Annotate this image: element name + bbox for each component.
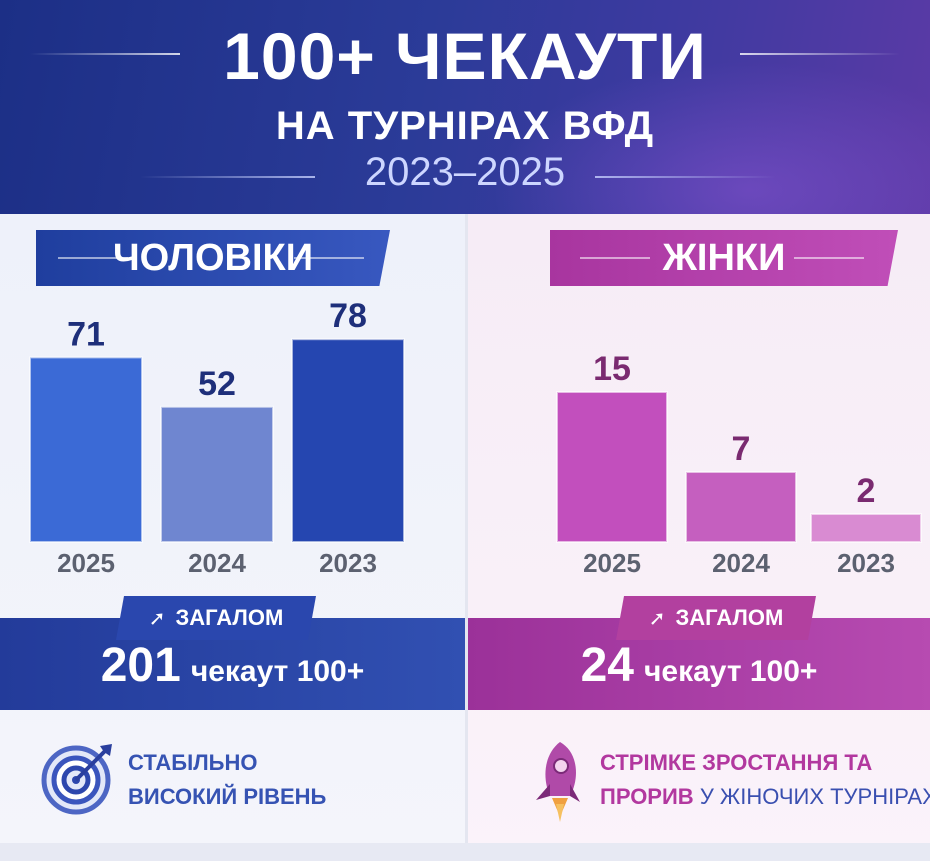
women-bar-2024 [685, 471, 797, 543]
arrow-up-icon: ➚ [148, 608, 166, 630]
decor-line [58, 257, 128, 259]
rocket-icon [536, 742, 580, 822]
women-note-text: СТРІМКЕ ЗРОСТАННЯ ТА ПРОРИВ У ЖІНОЧИХ ТУ… [600, 746, 930, 814]
men-panel: ЧОЛОВІКИ 71 2025 52 2024 78 2023 201 чекаут 10… [0, 214, 465, 861]
women-total-badge: ➚ ЗАГАЛОМ [616, 596, 816, 640]
women-total-number: 24 [580, 639, 634, 692]
arrow-up-icon: ➚ [648, 608, 666, 630]
women-ribbon: ЖІНКИ [550, 230, 898, 286]
women-bar-chart: 15 2025 7 2024 2 2023 [556, 350, 922, 578]
men-label: ЧОЛОВІКИ [112, 237, 314, 279]
bottom-strip [0, 843, 930, 861]
women-total-label: чекаут 100+ [643, 655, 818, 688]
men-total-label: чекаут 100+ [190, 655, 365, 688]
men-year-label-2023: 2023 [319, 548, 377, 578]
women-bar-value-2024: 7 [732, 430, 751, 468]
women-year-label-2024: 2024 [712, 548, 770, 578]
women-note-line2-rest: У ЖІНОЧИХ ТУРНІРАХ [699, 784, 930, 809]
decor-line [794, 257, 864, 259]
men-bar-2025 [29, 356, 143, 543]
women-panel: ЖІНКИ 15 2025 7 2024 2 2023 24 чекаут 100+ ➚ ЗА… [465, 214, 930, 861]
men-total-number: 201 [100, 639, 181, 692]
men-year-label-2025: 2025 [57, 548, 115, 578]
page-subtitle: НА ТУРНІРАХ ВФД [275, 104, 655, 148]
women-bar-value-2025: 15 [593, 350, 631, 388]
men-total: 201 чекаут 100+ [0, 638, 465, 693]
men-note-line1: СТАБІЛЬНО [128, 750, 258, 775]
men-bar-value-2023: 78 [329, 297, 367, 335]
women-bar-value-2023: 2 [857, 472, 876, 510]
decor-line [595, 176, 775, 178]
year-range: 2023–2025 [364, 150, 566, 194]
decor-line [140, 176, 315, 178]
women-badge-label: ЗАГАЛОМ [675, 605, 784, 630]
men-badge-label: ЗАГАЛОМ [175, 605, 284, 630]
women-year-label-2023: 2023 [837, 548, 895, 578]
men-bar-2023 [291, 338, 405, 543]
men-bar-2024 [160, 405, 274, 543]
women-note-line2-bold: ПРОРИВ [600, 784, 694, 809]
women-total: 24 чекаут 100+ [468, 638, 930, 693]
decor-line [30, 53, 180, 55]
women-bar-2023 [810, 513, 922, 543]
men-bar-value-2024: 52 [198, 365, 236, 403]
men-ribbon: ЧОЛОВІКИ [36, 230, 390, 286]
men-bar-value-2025: 71 [67, 315, 105, 353]
men-note-text: СТАБІЛЬНО ВИСОКИЙ РІВЕНЬ [128, 746, 326, 814]
header: 100+ ЧЕКАУТИ НА ТУРНІРАХ ВФД 2023–2025 [0, 0, 930, 214]
women-label: ЖІНКИ [662, 237, 786, 279]
women-year-label-2025: 2025 [583, 548, 641, 578]
women-note-line1: СТРІМКЕ ЗРОСТАННЯ ТА [600, 750, 873, 775]
women-bar-2025 [556, 391, 668, 543]
men-note: СТАБІЛЬНО ВИСОКИЙ РІВЕНЬ [0, 710, 465, 850]
women-note: СТРІМКЕ ЗРОСТАННЯ ТА ПРОРИВ У ЖІНОЧИХ ТУ… [468, 710, 930, 850]
decor-line [294, 257, 364, 259]
decor-line [740, 53, 900, 55]
men-note-line2: ВИСОКИЙ РІВЕНЬ [128, 784, 327, 809]
men-total-badge: ➚ ЗАГАЛОМ [116, 596, 316, 640]
target-icon [41, 744, 112, 815]
decor-line [580, 257, 650, 259]
men-bar-chart: 71 2025 52 2024 78 2023 [29, 297, 405, 578]
page-title: 100+ ЧЕКАУТИ [223, 19, 707, 93]
men-year-label-2024: 2024 [188, 548, 246, 578]
